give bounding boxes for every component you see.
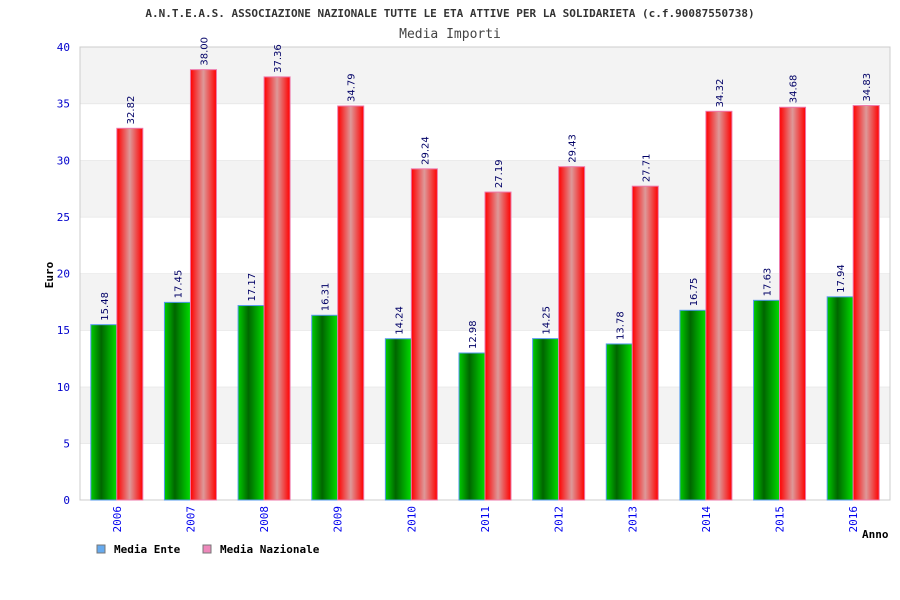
data-label: 17.45 bbox=[173, 270, 184, 299]
data-label: 34.83 bbox=[862, 73, 873, 102]
y-tick-label: 5 bbox=[63, 437, 70, 450]
y-tick-label: 10 bbox=[57, 381, 70, 394]
data-label: 38.00 bbox=[199, 37, 210, 66]
data-label: 34.32 bbox=[715, 79, 726, 108]
x-tick-label: 2011 bbox=[479, 506, 492, 533]
data-label: 12.98 bbox=[468, 320, 479, 349]
x-tick-label: 2007 bbox=[184, 506, 197, 533]
bar-media-nazionale bbox=[779, 106, 807, 501]
y-tick-label: 40 bbox=[57, 41, 70, 54]
data-label: 29.24 bbox=[420, 136, 431, 165]
x-tick-label: 2015 bbox=[774, 506, 787, 533]
data-label: 29.43 bbox=[568, 134, 579, 163]
data-label: 34.68 bbox=[789, 75, 800, 104]
data-label: 16.75 bbox=[689, 278, 700, 307]
y-tick-label: 35 bbox=[57, 98, 70, 111]
data-label: 17.94 bbox=[836, 264, 847, 293]
bar-media-nazionale bbox=[337, 105, 365, 501]
y-tick-label: 0 bbox=[63, 494, 70, 507]
bar-media-ente bbox=[163, 301, 191, 501]
y-axis-label: Euro bbox=[43, 261, 56, 288]
legend-swatch-nazionale bbox=[202, 544, 212, 554]
data-label: 14.24 bbox=[394, 306, 405, 335]
data-label: 14.25 bbox=[542, 306, 553, 335]
x-tick-label: 2008 bbox=[258, 506, 271, 533]
data-label: 17.17 bbox=[247, 273, 258, 302]
x-axis-label: Anno bbox=[862, 528, 889, 541]
x-tick-label: 2006 bbox=[111, 506, 124, 533]
bar-media-ente bbox=[458, 352, 486, 501]
chart-subtitle: Media Importi bbox=[399, 27, 501, 42]
bar-media-nazionale bbox=[116, 127, 144, 501]
bar-media-nazionale bbox=[263, 76, 291, 501]
bar-media-nazionale bbox=[484, 191, 512, 501]
bar-media-nazionale bbox=[410, 168, 438, 501]
bar-media-ente bbox=[532, 338, 560, 501]
x-tick-label: 2012 bbox=[553, 506, 566, 533]
data-label: 32.82 bbox=[126, 96, 137, 125]
bar-media-ente bbox=[90, 324, 118, 501]
bar-media-nazionale bbox=[705, 110, 733, 501]
data-label: 27.19 bbox=[494, 159, 505, 188]
bar-media-ente bbox=[311, 314, 339, 501]
legend-label-nazionale: Media Nazionale bbox=[220, 543, 320, 556]
y-tick-label: 15 bbox=[57, 324, 70, 337]
legend-label-ente: Media Ente bbox=[114, 543, 181, 556]
bar-media-ente bbox=[826, 296, 854, 501]
data-label: 15.48 bbox=[100, 292, 111, 321]
x-tick-label: 2014 bbox=[700, 506, 713, 533]
data-label: 27.71 bbox=[641, 154, 652, 183]
bar-media-nazionale bbox=[558, 166, 586, 501]
y-tick-label: 30 bbox=[57, 154, 70, 167]
bar-media-ente bbox=[753, 299, 781, 501]
bar-media-nazionale bbox=[189, 69, 217, 501]
bar-media-nazionale bbox=[852, 105, 880, 501]
data-label: 37.36 bbox=[273, 44, 284, 73]
y-tick-label: 20 bbox=[57, 268, 70, 281]
bar-media-ente bbox=[605, 343, 633, 501]
data-label: 17.63 bbox=[763, 268, 774, 297]
data-label: 13.78 bbox=[615, 311, 626, 340]
x-tick-label: 2013 bbox=[626, 506, 639, 533]
data-label: 34.79 bbox=[347, 73, 358, 102]
bar-media-ente bbox=[384, 338, 412, 501]
legend-swatch-ente bbox=[96, 544, 106, 554]
x-tick-label: 2016 bbox=[847, 506, 860, 533]
bar-media-ente bbox=[679, 309, 707, 501]
data-label: 16.31 bbox=[321, 283, 332, 312]
bar-media-ente bbox=[237, 305, 265, 501]
x-tick-label: 2010 bbox=[405, 506, 418, 533]
chart-title: A.N.T.E.A.S. ASSOCIAZIONE NAZIONALE TUTT… bbox=[145, 7, 754, 20]
y-tick-label: 25 bbox=[57, 211, 70, 224]
x-tick-label: 2009 bbox=[332, 506, 345, 533]
bar-media-nazionale bbox=[631, 185, 659, 501]
